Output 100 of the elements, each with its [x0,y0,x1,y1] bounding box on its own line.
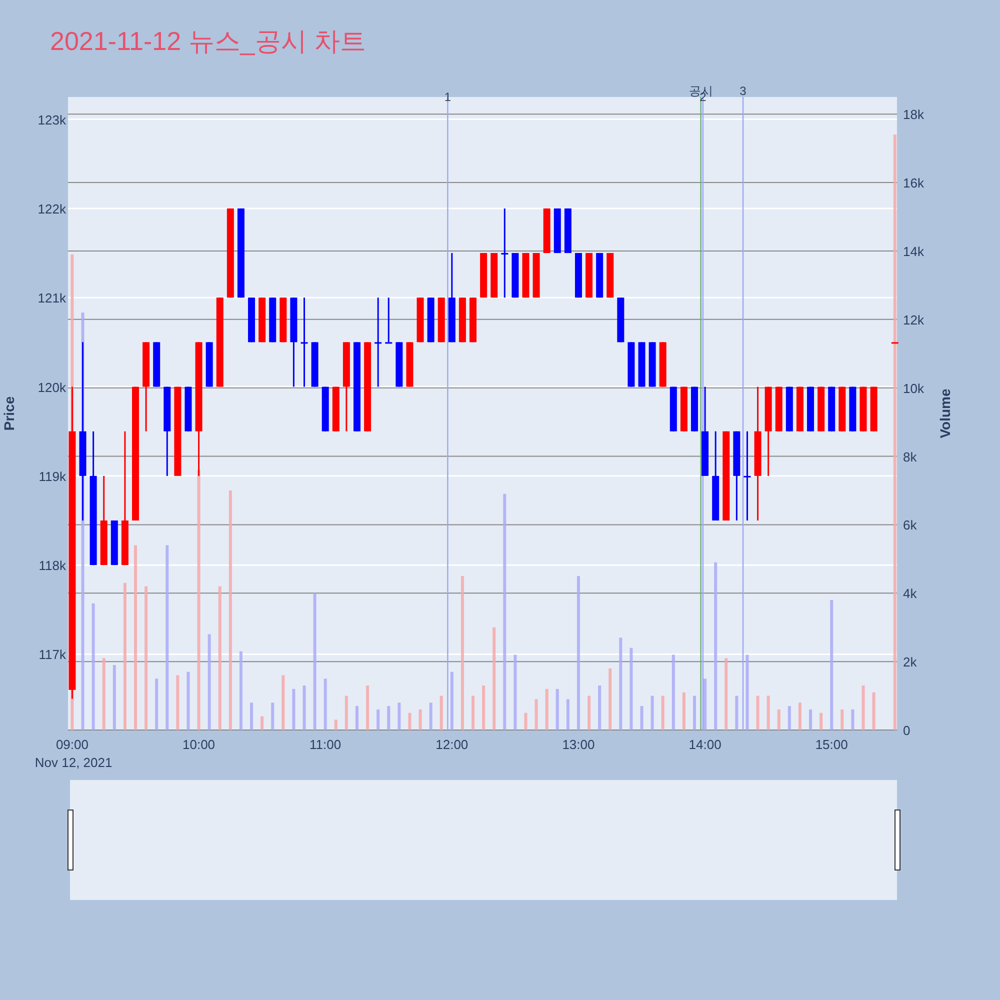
bar [460,576,464,730]
bar [482,686,486,730]
bar [545,688,548,730]
bar [292,688,296,730]
bar [534,699,538,730]
bar [387,706,390,730]
y2-tick-label: 8k [903,449,918,464]
bar [640,706,644,730]
y-tick-label: 119k [38,468,66,484]
y2-tick-label: 2k [903,654,918,670]
bar [334,720,338,730]
candlestick [374,296,382,388]
bar [134,545,137,730]
bar [408,712,412,730]
bar [724,658,728,730]
bar [355,706,358,730]
bar [576,576,580,730]
bar [324,678,327,730]
bar [619,638,622,730]
y-tick-label: 117k [38,647,66,662]
bar [862,686,865,730]
x-tick-label: 13:00 [562,737,595,752]
bar [630,648,633,730]
bar [746,654,749,730]
bar [271,702,274,730]
ref-line-label: 3 [740,84,747,98]
bar [524,712,528,730]
y-tick-label: 118k [38,558,66,574]
candlestick [744,430,751,522]
bar [692,696,696,730]
bar [144,586,148,730]
bar [155,678,158,730]
bar [186,672,190,730]
bar [514,654,517,730]
bar [440,696,443,730]
bar [208,634,211,730]
bar [102,658,106,730]
bar [556,688,559,730]
y2-tick-label: 10k [903,380,924,396]
bar [893,134,896,730]
bar [661,696,664,730]
y-axis-title: Price [1,396,17,431]
bar [598,686,602,730]
candlestick [501,208,508,298]
y-tick-label: 123k [38,112,66,128]
y2-tick-label: 14k [903,244,924,259]
x-tick-label: 15:00 [815,737,848,752]
bar [588,696,591,730]
bar [282,675,285,730]
bar [92,603,95,730]
y2-tick-label: 4k [903,586,918,602]
bar [840,709,844,730]
bar [735,696,738,730]
bar [197,470,200,730]
bar [218,586,222,730]
bar [418,709,422,730]
bar [714,562,718,730]
bar [123,582,126,730]
bar [788,706,791,730]
bar [239,651,242,730]
y2-tick-label: 6k [903,518,918,533]
y-tick-label: 120k [38,380,66,395]
y-tick-label: 121k [38,290,66,306]
chart-title: 2021-11-12 뉴스_공시 차트 [50,26,366,56]
bar [429,702,432,730]
bar [302,686,306,730]
bar [166,545,169,730]
bar [566,699,570,730]
bar [472,696,475,730]
x-tick-label: 11:00 [310,737,342,752]
bar [260,716,264,730]
bar [756,696,760,730]
y-tick-label: 122k [38,201,66,216]
bar [398,702,401,730]
bar [344,696,348,730]
bar [704,678,707,730]
bar [851,709,854,730]
y2-tick-label: 0 [903,723,910,738]
bar [830,600,834,730]
bar [503,494,506,730]
bar [450,672,454,730]
bar [798,702,802,730]
y2-tick-label: 18k [903,107,924,122]
bar [112,664,116,730]
bar [809,709,812,730]
bar [872,692,876,730]
x-tick-label: 09:00 Nov 12, 2021 [34,737,112,770]
bar [820,712,823,730]
y2-tick-label: 16k [903,176,924,191]
y2-tick-label: 12k [903,312,924,328]
bar [682,692,686,730]
bar [228,490,232,730]
candlestick [300,296,308,388]
x-tick-label: 12:00 [436,737,468,752]
bar [250,702,254,730]
bar [672,654,675,730]
bar [766,696,770,730]
bar [492,627,496,730]
x-tick-label: 14:00 [688,737,722,752]
candlestick [385,296,392,344]
